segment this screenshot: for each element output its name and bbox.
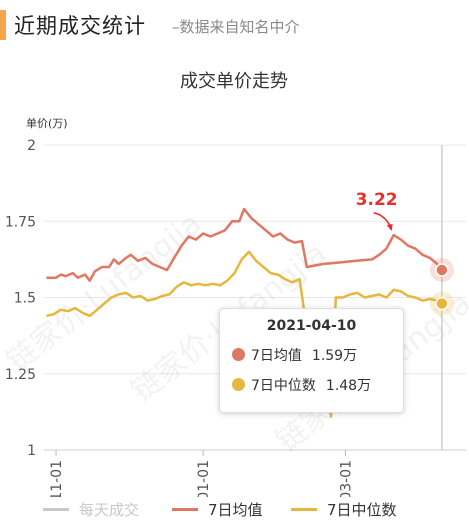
tooltip-dot-icon: [232, 348, 245, 361]
legend-line-icon: [172, 508, 198, 511]
legend-item-mean[interactable]: 7日均值: [172, 499, 263, 520]
y-tick-label: 1.75: [5, 214, 36, 230]
header-accent-bar: [0, 10, 6, 40]
tooltip-dot-icon: [232, 378, 245, 391]
chart-title: 成交单价走势: [180, 71, 288, 92]
y-tick-label: 1.5: [14, 291, 36, 307]
mean-series-line: [46, 207, 443, 282]
legend-line-icon: [291, 508, 317, 511]
hover-point: [435, 263, 449, 277]
tooltip-value: 1.48万: [325, 378, 372, 394]
median-series-line: [46, 250, 443, 418]
legend-line-icon: [43, 508, 69, 511]
section-title: 近期成交统计: [14, 14, 146, 38]
tooltip-date: 2021-04-10: [266, 318, 357, 334]
chart-tooltip: 2021-04-10 7日均值 1.59万 7日中位数 1.48万: [219, 308, 404, 413]
legend-label: 7日中位数: [327, 501, 397, 519]
legend-item-median[interactable]: 7日中位数: [291, 499, 397, 520]
y-tick-label: 1: [27, 443, 36, 459]
section-header: 近期成交统计 –数据来自知名中介: [0, 0, 469, 40]
y-tick-label: 2: [27, 138, 36, 154]
tooltip-label: 7日中位数: [251, 378, 316, 394]
y-tick-label: 1.25: [5, 367, 36, 383]
tooltip-row-median: 7日中位数 1.48万: [232, 375, 371, 395]
section-subtitle: –数据来自知名中介: [172, 18, 300, 36]
tooltip-value: 1.59万: [311, 348, 358, 364]
x-tick-label: 11-01: [49, 460, 65, 497]
legend-label: 每天成交: [79, 501, 140, 519]
annotation-label: 3.22: [356, 190, 398, 210]
legend-label: 7日均值: [208, 501, 263, 519]
legend-item-daily[interactable]: 每天成交: [43, 499, 139, 520]
x-tick-label: 03-01: [338, 460, 354, 497]
annotation-arrowhead: [386, 223, 393, 231]
chart-legend: 每天成交 7日均值 7日中位数: [0, 497, 469, 527]
price-trend-chart[interactable]: 成交单价走势单价(万)11.251.51.752链家价·Lufangjia链家价…: [0, 40, 469, 497]
hover-point: [435, 296, 449, 311]
tooltip-label: 7日均值: [251, 348, 302, 364]
tooltip-row-mean: 7日均值 1.59万: [232, 345, 357, 365]
x-tick-label: 01-01: [196, 460, 212, 497]
y-axis-label: 单价(万): [26, 117, 68, 130]
